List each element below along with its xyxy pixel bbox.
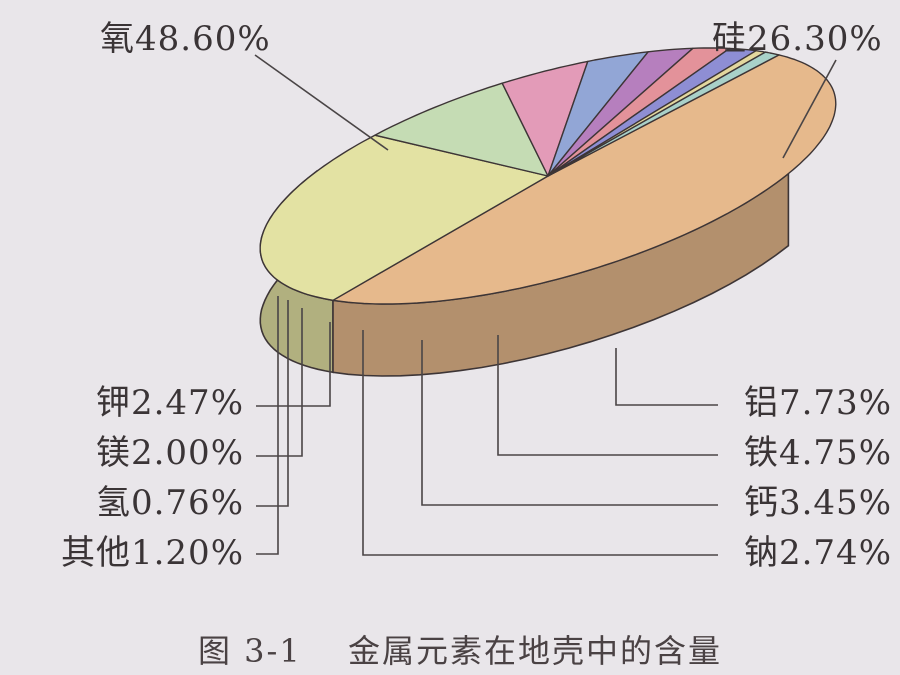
slice-10-leader <box>256 296 279 555</box>
slice-10-top <box>547 51 780 177</box>
slice-8-leader <box>256 308 303 457</box>
slice-2-top <box>259 134 549 301</box>
slice-9-value: 0.76% <box>131 483 244 523</box>
slice-2-label: 硅26.30% <box>712 19 883 59</box>
slice-4-name: 铁 <box>744 433 779 473</box>
pie-top-faces <box>259 47 837 305</box>
slice-10-name: 其他 <box>61 533 131 573</box>
slice-4-top <box>501 60 589 177</box>
slice-5-label: 钙3.45% <box>744 483 892 523</box>
slice-8-name: 镁 <box>96 433 131 473</box>
slice-3-leader <box>615 348 718 406</box>
slice-5-value: 3.45% <box>779 483 892 523</box>
slice-6-name: 钠 <box>744 533 779 573</box>
slice-6-label: 钠2.74% <box>744 533 892 573</box>
slice-1-label: 氧48.60% <box>100 19 271 59</box>
slice-7-leader <box>256 322 331 407</box>
slice-1-name: 氧 <box>100 19 135 59</box>
slice-8-label: 镁2.00% <box>96 433 244 473</box>
slice-5-leader <box>421 340 718 506</box>
slice-1-leader <box>254 54 389 151</box>
slice-4-label: 铁4.75% <box>744 433 892 473</box>
slice-1-top <box>332 54 837 305</box>
slice-2-value: 26.30% <box>747 19 883 59</box>
figure-caption: 金属元素在地壳中的含量 <box>348 632 722 670</box>
slice-9-name: 氢 <box>96 483 131 523</box>
slice-9-label: 氢0.76% <box>96 483 244 523</box>
slice-5-name: 钙 <box>744 483 779 523</box>
slice-3-label: 铝7.73% <box>744 383 892 423</box>
slice-10-label: 其他1.20% <box>61 533 244 573</box>
figure-number: 图 3-1 <box>198 632 302 670</box>
slice-2-leader <box>782 59 837 159</box>
slice-10-value: 1.20% <box>131 533 244 573</box>
slice-2-name: 硅 <box>712 19 747 59</box>
slice-4-leader <box>497 335 718 456</box>
slice-8-value: 2.00% <box>131 433 244 473</box>
slice-4-value: 4.75% <box>779 433 892 473</box>
slice-9-leader <box>256 300 289 507</box>
label-leader-lines <box>254 54 837 556</box>
slice-3-top <box>374 82 549 177</box>
slice-6-value: 2.74% <box>779 533 892 573</box>
slice-1-value: 48.60% <box>135 19 271 59</box>
slice-3-value: 7.73% <box>779 383 892 423</box>
slice-labels: 氧48.60% 硅26.30%铝7.73%铁4.75%钙3.45%钠2.74%钾2… <box>61 19 892 573</box>
slice-6-leader <box>362 330 718 556</box>
slice-7-label: 钾2.47% <box>96 383 244 423</box>
slice-7-name: 钾 <box>96 383 131 423</box>
slice-7-value: 2.47% <box>131 383 244 423</box>
slice-3-name: 铝 <box>744 383 779 423</box>
